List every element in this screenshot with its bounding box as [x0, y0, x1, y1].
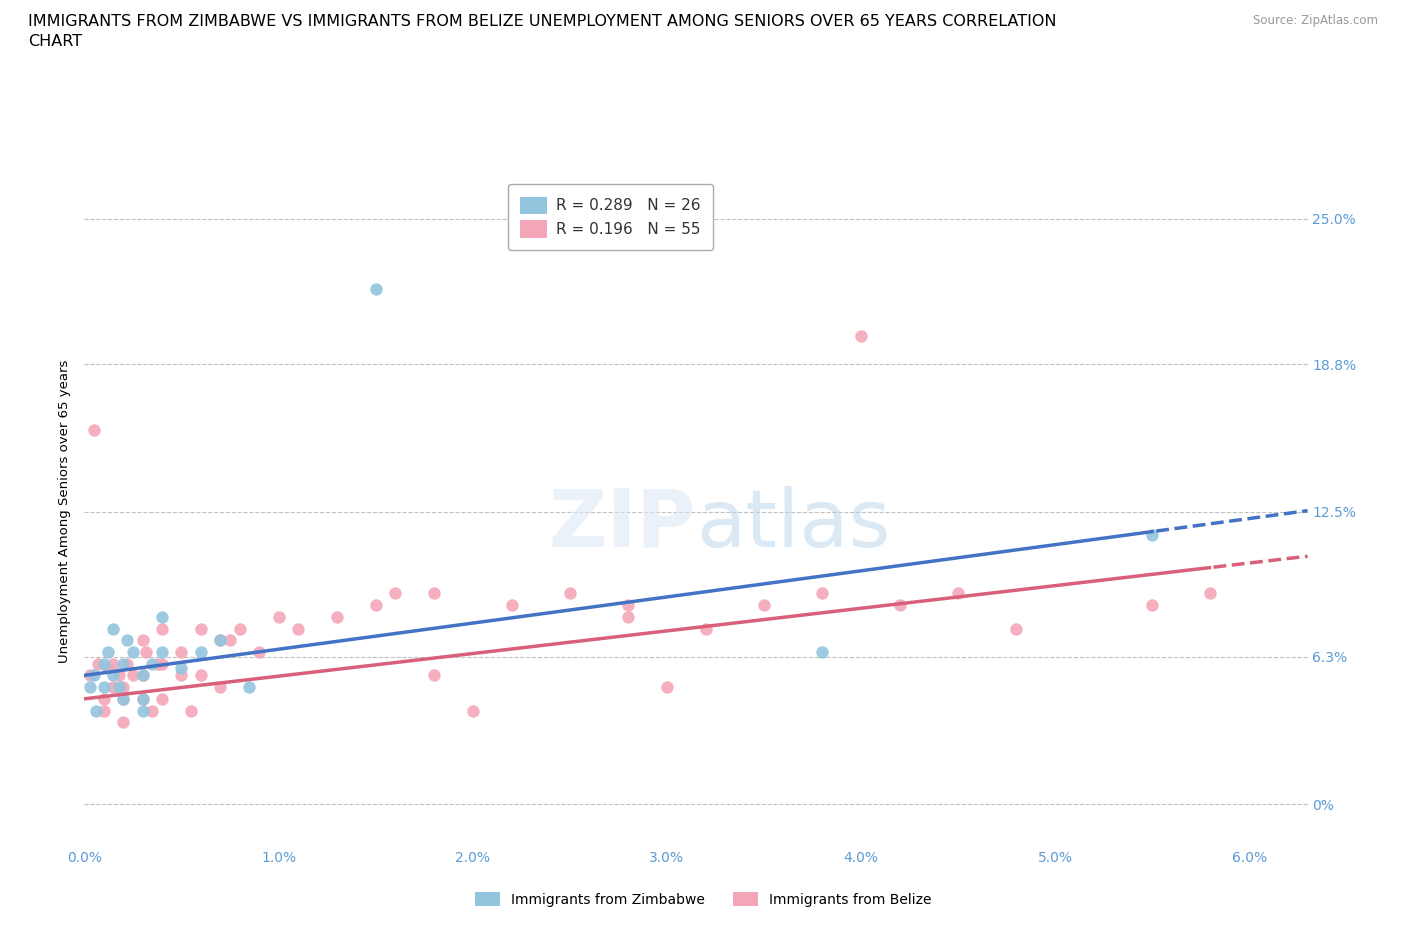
Point — [135, 644, 157, 659]
Point — [79, 680, 101, 695]
Point — [752, 598, 775, 613]
Point — [93, 680, 115, 695]
Point — [287, 621, 309, 636]
Text: IMMIGRANTS FROM ZIMBABWE VS IMMIGRANTS FROM BELIZE UNEMPLOYMENT AMONG SENIORS OV: IMMIGRANTS FROM ZIMBABWE VS IMMIGRANTS F… — [28, 14, 1057, 29]
Point — [103, 680, 125, 695]
Point — [423, 586, 446, 601]
Point — [228, 621, 250, 636]
Point — [150, 657, 173, 671]
Point — [170, 668, 193, 683]
Point — [115, 632, 138, 647]
Point — [112, 691, 135, 706]
Point — [267, 609, 290, 624]
Point — [131, 691, 153, 706]
Point — [655, 680, 678, 695]
Point — [93, 657, 115, 671]
Point — [501, 598, 523, 613]
Point — [131, 632, 153, 647]
Point — [83, 422, 105, 437]
Point — [364, 282, 387, 297]
Y-axis label: Unemployment Among Seniors over 65 years: Unemployment Among Seniors over 65 years — [58, 360, 72, 663]
Point — [617, 598, 640, 613]
Point — [617, 609, 640, 624]
Point — [219, 632, 242, 647]
Point — [83, 668, 105, 683]
Point — [695, 621, 717, 636]
Point — [146, 657, 169, 671]
Text: Source: ZipAtlas.com: Source: ZipAtlas.com — [1253, 14, 1378, 27]
Point — [150, 691, 173, 706]
Point — [97, 661, 120, 676]
Point — [190, 644, 212, 659]
Point — [423, 668, 446, 683]
Point — [889, 598, 911, 613]
Point — [209, 632, 232, 647]
Point — [247, 644, 270, 659]
Point — [87, 657, 110, 671]
Point — [84, 703, 107, 718]
Point — [461, 703, 484, 718]
Point — [131, 703, 153, 718]
Point — [190, 621, 212, 636]
Point — [108, 680, 131, 695]
Point — [209, 680, 232, 695]
Point — [112, 680, 135, 695]
Point — [131, 668, 153, 683]
Point — [79, 668, 101, 683]
Point — [122, 644, 145, 659]
Point — [141, 657, 163, 671]
Point — [170, 661, 193, 676]
Legend: R = 0.289   N = 26, R = 0.196   N = 55: R = 0.289 N = 26, R = 0.196 N = 55 — [508, 184, 713, 250]
Point — [364, 598, 387, 613]
Point — [93, 703, 115, 718]
Point — [811, 586, 834, 601]
Point — [558, 586, 581, 601]
Point — [170, 644, 193, 659]
Point — [108, 668, 131, 683]
Point — [946, 586, 969, 601]
Point — [326, 609, 349, 624]
Text: CHART: CHART — [28, 34, 82, 49]
Point — [141, 703, 163, 718]
Point — [112, 657, 135, 671]
Point — [384, 586, 406, 601]
Text: atlas: atlas — [696, 485, 890, 564]
Point — [112, 715, 135, 730]
Point — [150, 609, 173, 624]
Point — [115, 657, 138, 671]
Point — [150, 621, 173, 636]
Point — [190, 668, 212, 683]
Point — [1142, 527, 1164, 542]
Point — [150, 644, 173, 659]
Point — [131, 691, 153, 706]
Point — [180, 703, 202, 718]
Point — [93, 691, 115, 706]
Point — [209, 632, 232, 647]
Point — [811, 644, 834, 659]
Point — [1005, 621, 1028, 636]
Point — [1199, 586, 1222, 601]
Point — [112, 691, 135, 706]
Legend: Immigrants from Zimbabwe, Immigrants from Belize: Immigrants from Zimbabwe, Immigrants fro… — [468, 885, 938, 914]
Point — [1142, 598, 1164, 613]
Point — [131, 668, 153, 683]
Point — [122, 668, 145, 683]
Point — [849, 328, 872, 343]
Point — [97, 644, 120, 659]
Point — [103, 668, 125, 683]
Text: ZIP: ZIP — [548, 485, 696, 564]
Point — [103, 657, 125, 671]
Point — [238, 680, 260, 695]
Point — [103, 621, 125, 636]
